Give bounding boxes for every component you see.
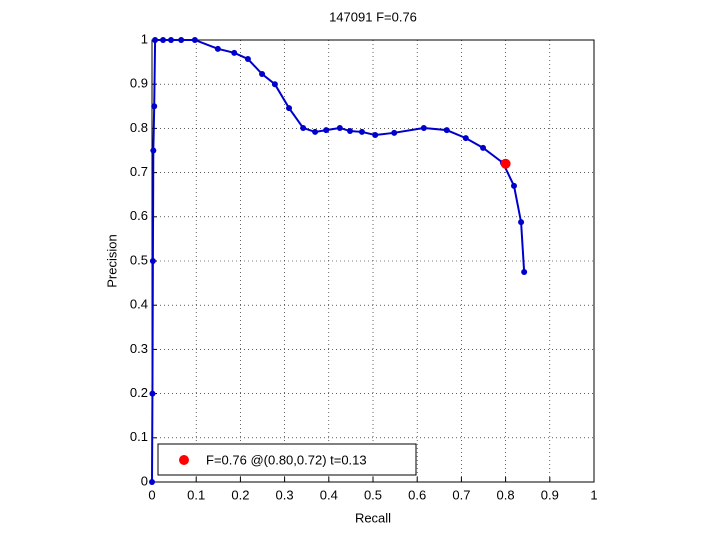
y-tick-label: 0.4 (130, 297, 148, 312)
x-tick-label: 0.8 (497, 487, 515, 502)
point (462, 135, 469, 142)
point (391, 129, 398, 136)
x-tick-label: 0.3 (276, 487, 294, 502)
point (358, 128, 365, 135)
point (480, 144, 487, 151)
point (214, 45, 221, 52)
point (244, 56, 251, 63)
x-tick-label: 0.2 (231, 487, 249, 502)
point (420, 124, 427, 131)
point (300, 124, 307, 131)
x-tick-label: 0.5 (364, 487, 382, 502)
y-tick-label: 1 (141, 31, 148, 46)
x-tick-label: 0.4 (320, 487, 338, 502)
point (168, 37, 175, 43)
point (372, 132, 379, 139)
point (259, 71, 266, 78)
y-tick-label: 0.3 (130, 341, 148, 356)
x-tick-label: 0.9 (541, 487, 559, 502)
point (312, 128, 319, 135)
legend-box (157, 443, 417, 476)
point (231, 49, 238, 56)
point (323, 127, 330, 134)
chart-title: 147091 F=0.76 (329, 9, 417, 24)
x-tick-label: 1 (590, 487, 597, 502)
point (521, 269, 528, 276)
point (150, 147, 157, 154)
point (160, 37, 167, 43)
point (347, 128, 354, 135)
point (149, 390, 156, 397)
point (178, 37, 185, 43)
point (151, 103, 158, 110)
x-tick-label: 0.6 (408, 487, 426, 502)
y-tick-label: 0 (141, 473, 148, 488)
y-tick-label: 0.5 (130, 252, 148, 267)
point (152, 37, 159, 43)
point (286, 105, 293, 112)
legend-label: F=0.76 @(0.80,0.72) t=0.13 (206, 452, 367, 467)
point (149, 258, 156, 264)
point (149, 479, 155, 485)
y-axis-label: Precision (104, 234, 119, 287)
y-tick-label: 0.7 (130, 164, 148, 179)
point (271, 81, 278, 88)
x-axis-label: Recall (355, 510, 391, 525)
y-tick-label: 0.9 (130, 76, 148, 91)
y-tick-label: 0.2 (130, 385, 148, 400)
x-tick-label: 0 (148, 487, 155, 502)
point (518, 219, 525, 226)
highlight-point (500, 158, 511, 169)
point (510, 182, 517, 189)
point (191, 37, 198, 43)
legend-marker (179, 455, 189, 465)
y-tick-label: 0.1 (130, 429, 148, 444)
x-tick-label: 0.1 (187, 487, 205, 502)
point (336, 124, 343, 131)
y-tick-label: 0.8 (130, 120, 148, 135)
x-tick-label: 0.7 (452, 487, 470, 502)
point (443, 127, 450, 134)
y-tick-label: 0.6 (130, 208, 148, 223)
